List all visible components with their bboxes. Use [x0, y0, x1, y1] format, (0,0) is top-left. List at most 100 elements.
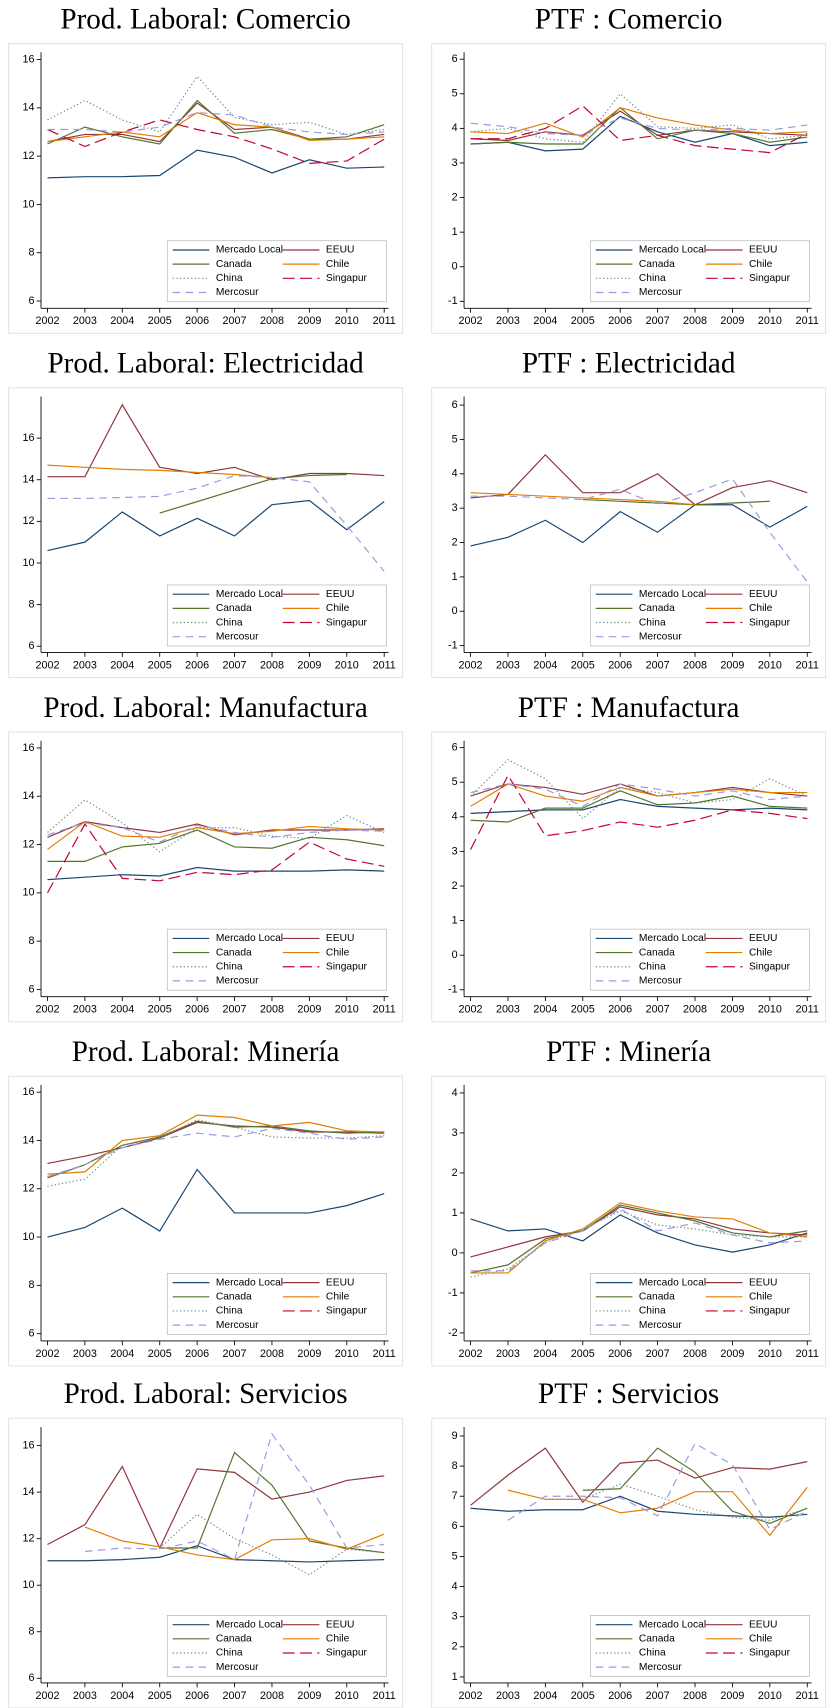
x-tick-label: 2003 [496, 1004, 520, 1016]
x-tick-label: 2005 [571, 1690, 595, 1702]
legend-box [589, 1615, 810, 1677]
series-line [47, 866, 385, 881]
y-tick-label: 12 [23, 1532, 35, 1544]
legend-label: Chile [326, 1634, 350, 1645]
series-line [507, 1442, 808, 1531]
legend-label: China [216, 1306, 243, 1317]
x-tick-label: 2005 [571, 1004, 595, 1016]
legend-label: China [639, 617, 666, 628]
legend-label: China [639, 1306, 666, 1317]
legend-label: Mercosur [639, 1320, 682, 1331]
chart-title: PTF : Comercio [535, 3, 723, 35]
chart-title: PTF : Minería [546, 1036, 711, 1068]
legend-label: EEUU [749, 589, 777, 600]
series-line [470, 1495, 808, 1518]
x-tick-label: 2007 [223, 1004, 247, 1016]
chart-title: PTF : Electricidad [522, 348, 736, 380]
legend-box [166, 1272, 387, 1335]
legend-label: Singapur [749, 1648, 791, 1659]
x-tick-label: 2003 [73, 1690, 97, 1702]
x-tick-label: 2011 [373, 1690, 396, 1702]
x-tick-label: 2010 [335, 1690, 359, 1702]
y-tick-label: 3 [452, 502, 458, 514]
panel: PTF : Servicios 1 2 3 4 5 6 7 8 9 2002 2003 2004 2005… [431, 1378, 827, 1708]
legend-label: Mercosur [639, 287, 682, 298]
chart-title: PTF : Manufactura [518, 692, 740, 724]
x-tick-label: 2006 [608, 1348, 632, 1360]
x-tick-label: 2011 [796, 315, 819, 327]
series-line [159, 473, 347, 514]
x-tick-label: 2004 [533, 1348, 557, 1360]
x-tick-label: 2006 [608, 659, 632, 671]
legend-label: Mercado Local [216, 1277, 283, 1288]
x-tick-label: 2011 [373, 315, 396, 327]
x-tick-label: 2007 [223, 1690, 247, 1702]
y-tick-label: 1 [452, 226, 458, 238]
y-tick-label: 8 [29, 1626, 35, 1638]
legend-label: Singapur [326, 273, 368, 284]
x-tick-label: 2007 [646, 1690, 670, 1702]
y-tick-label: 9 [452, 1430, 458, 1442]
series-line [47, 1119, 385, 1187]
legend-label: Mercosur [216, 976, 259, 987]
panel: Prod. Laboral: Comercio 6 8 10 12 14 16 2002 200… [8, 3, 404, 334]
y-tick-label: 12 [23, 838, 35, 850]
legend-box [166, 240, 387, 303]
x-tick-label: 2002 [35, 315, 59, 327]
series-line [47, 99, 385, 145]
x-tick-label: 2006 [185, 1348, 209, 1360]
legend-label: China [216, 273, 243, 284]
x-tick-label: 2004 [110, 1348, 134, 1360]
legend-label: Canada [216, 603, 252, 614]
x-tick-label: 2007 [646, 659, 670, 671]
series-line [46, 822, 385, 894]
series-line [47, 822, 385, 843]
legend-box [589, 928, 810, 991]
legend-label: EEUU [749, 933, 777, 944]
x-tick-label: 2009 [297, 1690, 321, 1702]
y-tick-label: 6 [29, 295, 35, 307]
x-tick-label: 2006 [185, 659, 209, 671]
series-line [47, 464, 273, 479]
x-tick-label: 2006 [608, 1004, 632, 1016]
x-tick-label: 2002 [35, 1004, 59, 1016]
legend-label: Chile [749, 259, 773, 270]
legend-box [166, 928, 387, 991]
series-line [470, 1447, 808, 1506]
x-tick-label: 2008 [683, 659, 707, 671]
panel: Prod. Laboral: Electricidad 6 8 10 12 14 16 200… [8, 348, 404, 679]
legend-label: EEUU [749, 245, 777, 256]
series-line [470, 492, 696, 506]
y-tick-label: -1 [448, 295, 458, 307]
x-tick-label: 2007 [223, 659, 247, 671]
legend-label: Mercosur [216, 631, 259, 642]
y-tick-label: 10 [23, 887, 35, 899]
legend-label: Mercosur [216, 1320, 259, 1331]
x-tick-label: 2011 [796, 1690, 819, 1702]
series-line [470, 783, 808, 807]
x-tick-label: 2002 [35, 659, 59, 671]
y-tick-label: 2 [452, 880, 458, 892]
x-tick-label: 2009 [297, 659, 321, 671]
series-line [470, 1206, 808, 1258]
x-tick-label: 2010 [335, 315, 359, 327]
x-tick-label: 2003 [73, 1348, 97, 1360]
legend-label: Canada [639, 1634, 675, 1645]
series-line [47, 474, 385, 572]
legend-label: Mercado Local [639, 933, 706, 944]
y-tick-label: 2 [452, 191, 458, 203]
y-tick-label: 0 [452, 261, 458, 273]
x-tick-label: 2010 [335, 1348, 359, 1360]
x-tick-label: 2003 [496, 1690, 520, 1702]
legend-label: Singapur [749, 617, 791, 628]
x-tick-label: 2009 [297, 315, 321, 327]
legend-label: Mercosur [639, 976, 682, 987]
x-tick-label: 2005 [571, 659, 595, 671]
legend-label: EEUU [326, 1277, 354, 1288]
legend-label: Canada [216, 259, 252, 270]
series-line [47, 1168, 385, 1238]
x-tick-label: 2009 [720, 315, 744, 327]
series-line [47, 799, 385, 853]
x-tick-label: 2005 [148, 1348, 172, 1360]
